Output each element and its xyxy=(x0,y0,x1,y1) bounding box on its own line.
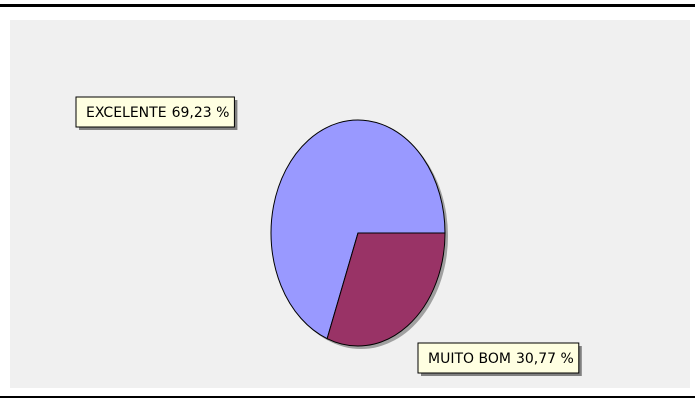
slice-label: EXCELENTE 69,23 % xyxy=(75,96,238,130)
category-label: MUITO BOM xyxy=(428,351,511,367)
label-box xyxy=(75,96,235,128)
bottom-border xyxy=(0,396,695,398)
label-text: EXCELENTE 69,23 % xyxy=(86,105,229,121)
value-label: 30,77 % xyxy=(516,351,574,367)
label-box xyxy=(417,342,580,374)
value-label: 69,23 % xyxy=(172,105,230,121)
top-border xyxy=(0,4,695,7)
slice-label: MUITO BOM 30,77 % xyxy=(417,342,582,376)
category-label: EXCELENTE xyxy=(86,105,167,121)
pie-slice xyxy=(270,119,446,340)
label-text: MUITO BOM 30,77 % xyxy=(428,351,574,367)
pie-slice xyxy=(326,232,446,347)
